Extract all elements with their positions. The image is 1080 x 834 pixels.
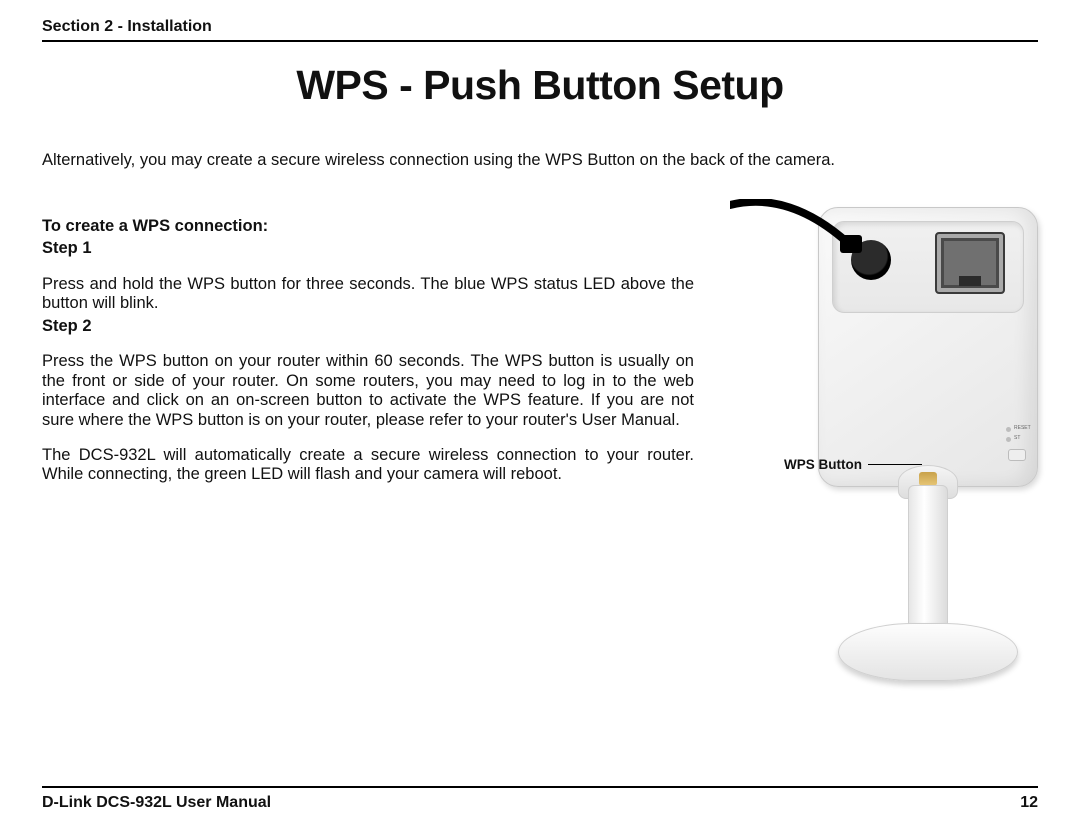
step-1-label: Step 1: [42, 239, 694, 258]
page-header: Section 2 - Installation: [42, 18, 1038, 42]
wps-callout: WPS Button: [784, 457, 922, 472]
figure-column: RESET ST WPS Button: [694, 217, 1038, 485]
footer-page-number: 12: [1020, 794, 1038, 812]
status-led-2-icon: [1006, 437, 1011, 442]
page-title: WPS - Push Button Setup: [42, 62, 1038, 109]
status-led-icon: [1006, 427, 1011, 432]
power-jack-icon: [851, 240, 891, 280]
page-footer: D-Link DCS-932L User Manual 12: [42, 786, 1038, 812]
closing-text: The DCS-932L will automatically create a…: [42, 446, 694, 485]
step-1-text: Press and hold the WPS button for three …: [42, 275, 694, 314]
step-2-text: Press the WPS button on your router with…: [42, 352, 694, 430]
stand-neck: [908, 485, 948, 635]
instructions-subheading: To create a WPS connection:: [42, 217, 694, 236]
content-row: To create a WPS connection: Step 1 Press…: [42, 217, 1038, 485]
callout-leader-line: [868, 464, 922, 465]
ethernet-port-icon: [935, 232, 1005, 294]
reset-label: RESET: [1014, 425, 1031, 431]
port-recess: [832, 221, 1024, 313]
stand-base: [838, 623, 1018, 681]
button-cluster: RESET ST: [992, 425, 1034, 465]
section-label: Section 2 - Installation: [42, 18, 212, 35]
intro-paragraph: Alternatively, you may create a secure w…: [42, 151, 1038, 171]
instructions-column: To create a WPS connection: Step 1 Press…: [42, 217, 694, 485]
step-2-label: Step 2: [42, 317, 694, 336]
wps-button-icon: [1008, 449, 1026, 461]
camera-device-illustration: RESET ST WPS Button: [758, 207, 1038, 697]
manual-page: Section 2 - Installation WPS - Push Butt…: [0, 0, 1080, 834]
led-label: ST: [1014, 435, 1020, 441]
wps-callout-label: WPS Button: [784, 457, 862, 472]
footer-manual-title: D-Link DCS-932L User Manual: [42, 794, 271, 812]
